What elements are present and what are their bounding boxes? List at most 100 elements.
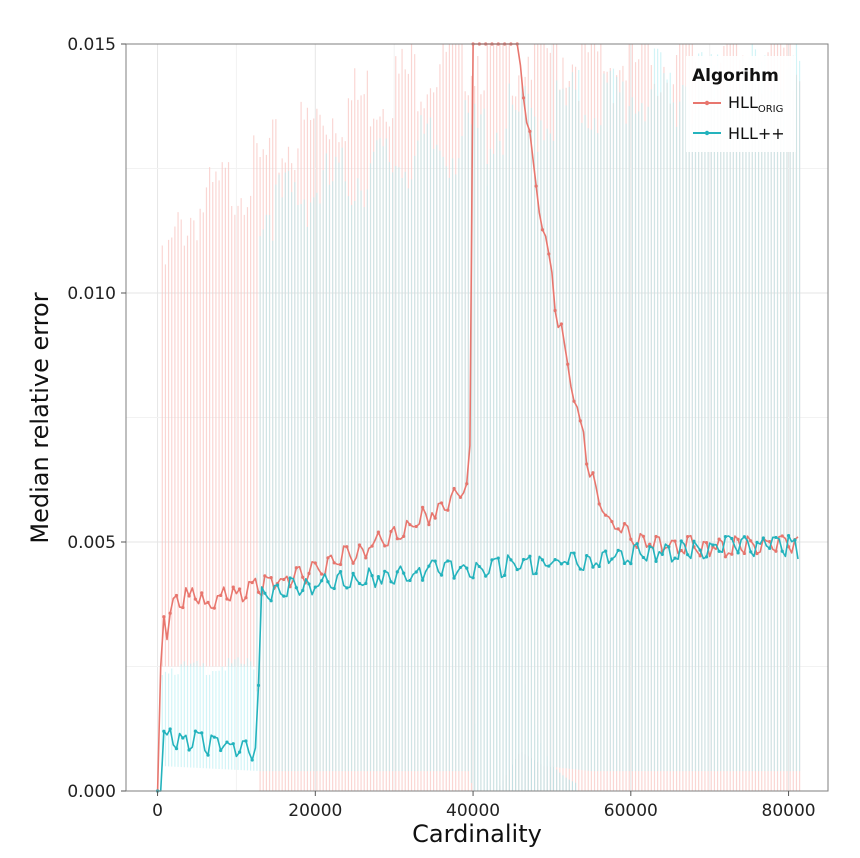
data-point-hll-plus	[269, 599, 273, 603]
data-point-hll-orig	[162, 615, 166, 619]
data-point-hll-plus	[206, 753, 210, 757]
data-point-hll-orig	[206, 600, 210, 604]
data-point-hll-orig	[465, 482, 469, 486]
data-point-hll-orig	[723, 555, 728, 559]
data-point-hll-plus	[237, 750, 242, 754]
data-point-hll-plus	[490, 558, 494, 562]
data-point-hll-orig	[225, 597, 229, 601]
data-point-hll-plus	[370, 574, 374, 578]
legend: Algorihm HLLORIG HLL++	[686, 56, 796, 152]
data-point-hll-plus	[566, 561, 570, 566]
data-point-hll-plus	[395, 570, 399, 574]
data-point-hll-orig	[755, 551, 759, 556]
data-point-hll-plus	[616, 548, 620, 552]
data-point-hll-plus	[357, 581, 362, 586]
data-point-hll-orig	[603, 513, 608, 517]
data-point-hll-orig	[654, 534, 658, 539]
data-point-hll-plus	[503, 573, 507, 577]
data-point-hll-plus	[667, 545, 671, 549]
data-point-hll-orig	[578, 419, 582, 423]
data-point-hll-plus	[263, 591, 267, 595]
data-point-hll-plus	[534, 571, 538, 576]
data-point-hll-plus	[250, 758, 254, 762]
data-point-hll-plus	[755, 540, 759, 544]
data-point-hll-plus	[389, 580, 393, 584]
legend-key-hll-plus-dot	[704, 130, 710, 136]
data-point-hll-plus	[200, 731, 204, 735]
data-point-hll-orig	[553, 308, 557, 313]
data-point-hll-plus	[704, 555, 709, 559]
data-point-hll-orig	[168, 611, 172, 615]
data-point-hll-plus	[547, 564, 551, 568]
legend-label-hll-plus: HLL++	[728, 124, 785, 143]
data-point-hll-plus	[774, 535, 778, 540]
y-axis-title: Median relative error	[26, 292, 54, 543]
data-point-hll-orig	[433, 516, 437, 520]
data-point-hll-orig	[402, 534, 406, 538]
data-point-hll-plus	[376, 574, 381, 579]
data-point-hll-orig	[244, 596, 248, 600]
data-point-hll-plus	[256, 683, 261, 687]
y-tick-label: 0.000	[67, 782, 116, 802]
data-point-hll-orig	[263, 574, 267, 578]
data-point-hll-plus	[420, 578, 425, 582]
data-point-hll-orig	[547, 252, 551, 256]
data-point-hll-plus	[458, 565, 463, 570]
data-point-hll-plus	[603, 549, 608, 553]
data-point-hll-orig	[572, 399, 576, 403]
data-point-hll-orig	[610, 519, 614, 524]
data-point-hll-orig	[351, 561, 355, 565]
y-tick-label: 0.010	[67, 284, 116, 304]
data-point-hll-orig	[528, 129, 532, 133]
data-point-hll-plus	[219, 748, 223, 753]
data-point-hll-orig	[395, 537, 399, 541]
data-point-hll-orig	[534, 184, 538, 188]
data-point-hll-plus	[578, 567, 582, 571]
data-point-hll-plus	[648, 545, 652, 549]
data-point-hll-orig	[698, 554, 702, 558]
data-point-hll-plus	[768, 546, 772, 550]
data-point-hll-plus	[484, 574, 488, 578]
data-point-hll-orig	[408, 523, 412, 527]
data-point-hll-plus	[698, 548, 702, 552]
data-point-hll-orig	[780, 534, 784, 538]
data-point-hll-orig	[686, 535, 690, 539]
data-point-hll-orig	[591, 471, 595, 475]
data-point-hll-orig	[717, 537, 721, 541]
data-point-hll-orig	[629, 537, 633, 541]
data-point-hll-orig	[439, 501, 444, 505]
data-point-hll-plus	[780, 549, 784, 553]
x-tick-label: 0	[152, 801, 163, 821]
data-point-hll-plus	[496, 556, 500, 560]
data-point-hll-orig	[673, 539, 677, 543]
data-point-hll-plus	[181, 736, 185, 740]
data-point-hll-plus	[244, 739, 248, 743]
data-point-hll-plus	[521, 557, 526, 562]
data-point-hll-plus	[275, 583, 280, 587]
data-point-hll-orig	[338, 562, 343, 567]
data-point-hll-plus	[679, 539, 683, 543]
data-point-hll-plus	[301, 588, 305, 593]
data-point-hll-plus	[345, 586, 349, 590]
data-point-hll-orig	[256, 590, 261, 594]
data-point-hll-orig	[357, 543, 362, 547]
data-point-hll-orig	[521, 96, 526, 100]
data-point-hll-orig	[452, 486, 456, 491]
data-point-hll-plus	[307, 582, 311, 586]
x-tick-label: 60000	[604, 801, 658, 821]
data-point-hll-orig	[446, 508, 450, 512]
data-point-hll-plus	[282, 594, 286, 598]
data-point-hll-plus	[338, 569, 343, 574]
data-point-hll-orig	[282, 577, 286, 582]
data-point-hll-orig	[742, 551, 746, 556]
data-point-hll-plus	[559, 562, 563, 566]
data-point-hll-orig	[389, 529, 393, 534]
series-hll-plus	[155, 533, 799, 793]
data-point-hll-plus	[408, 578, 412, 583]
data-point-hll-plus	[723, 535, 728, 539]
data-point-hll-plus	[465, 566, 469, 570]
data-point-hll-plus	[364, 581, 368, 586]
data-point-hll-orig	[427, 522, 431, 527]
data-point-hll-plus	[433, 559, 437, 563]
data-point-hll-plus	[313, 585, 317, 589]
